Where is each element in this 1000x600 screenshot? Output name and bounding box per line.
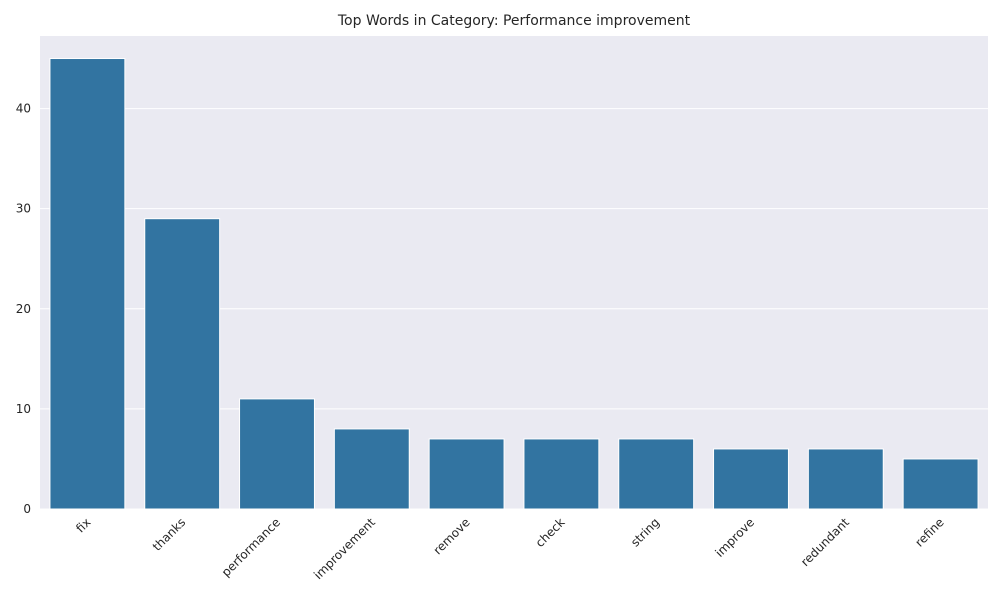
bar-redundant — [807, 448, 884, 510]
x-axis-tick-labels: fix thanks performance improvement remove che… — [73, 515, 946, 582]
chart-title: Top Words in Category: Performance impro… — [337, 13, 691, 29]
x-tick-label: string — [628, 515, 662, 549]
x-tick-label: thanks — [150, 515, 189, 554]
y-tick-label: 0 — [23, 502, 31, 516]
x-tick-label: performance — [219, 515, 283, 579]
bar-improve — [713, 448, 789, 510]
y-tick-label: 30 — [16, 202, 31, 216]
x-tick-label: redundant — [798, 515, 852, 569]
x-tick-label: check — [533, 515, 568, 550]
bar-performance — [239, 398, 315, 510]
bar-check — [523, 438, 600, 510]
bar-thanks — [144, 218, 221, 510]
x-tick-label: fix — [73, 515, 93, 535]
bar-improvement — [333, 428, 410, 510]
y-axis-tick-labels: 0 10 20 30 40 — [16, 102, 31, 516]
y-tick-label: 40 — [16, 102, 31, 116]
bars — [49, 58, 979, 510]
y-tick-label: 10 — [16, 402, 31, 416]
x-tick-label: refine — [912, 515, 946, 549]
x-tick-label: improvement — [311, 515, 378, 582]
x-tick-label: improve — [712, 515, 757, 560]
bar-refine — [902, 458, 979, 510]
x-tick-label: remove — [431, 515, 473, 557]
bar-remove — [428, 438, 505, 510]
y-tick-label: 20 — [16, 302, 31, 316]
bar-string — [618, 438, 695, 510]
bar-fix — [49, 58, 126, 510]
